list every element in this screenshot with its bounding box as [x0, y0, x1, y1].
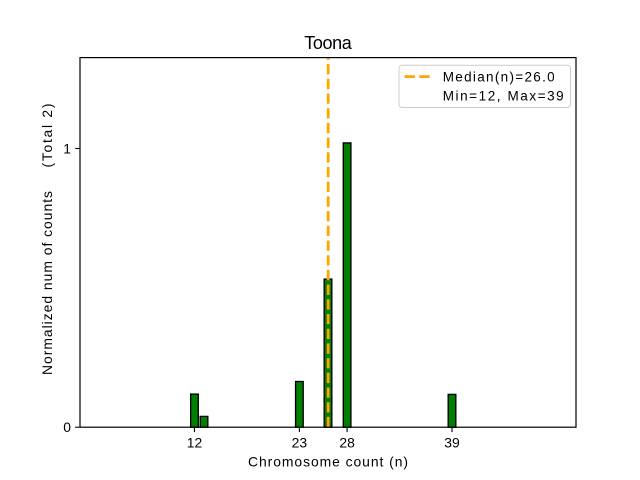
svg-text:28: 28 [339, 435, 355, 451]
svg-text:0: 0 [63, 419, 71, 435]
svg-text:Chromosome count (n): Chromosome count (n) [248, 453, 408, 469]
svg-text:Min=12, Max=39: Min=12, Max=39 [443, 89, 564, 104]
svg-text:(Total 2): (Total 2) [39, 104, 55, 168]
svg-text:1: 1 [63, 140, 71, 156]
svg-text:23: 23 [292, 435, 308, 451]
svg-text:Normalized num of counts: Normalized num of counts [39, 191, 55, 375]
svg-text:12: 12 [187, 435, 203, 451]
svg-text:Median(n)=26.0: Median(n)=26.0 [443, 69, 555, 84]
svg-text:39: 39 [444, 435, 460, 451]
svg-text:Toona: Toona [304, 33, 352, 53]
